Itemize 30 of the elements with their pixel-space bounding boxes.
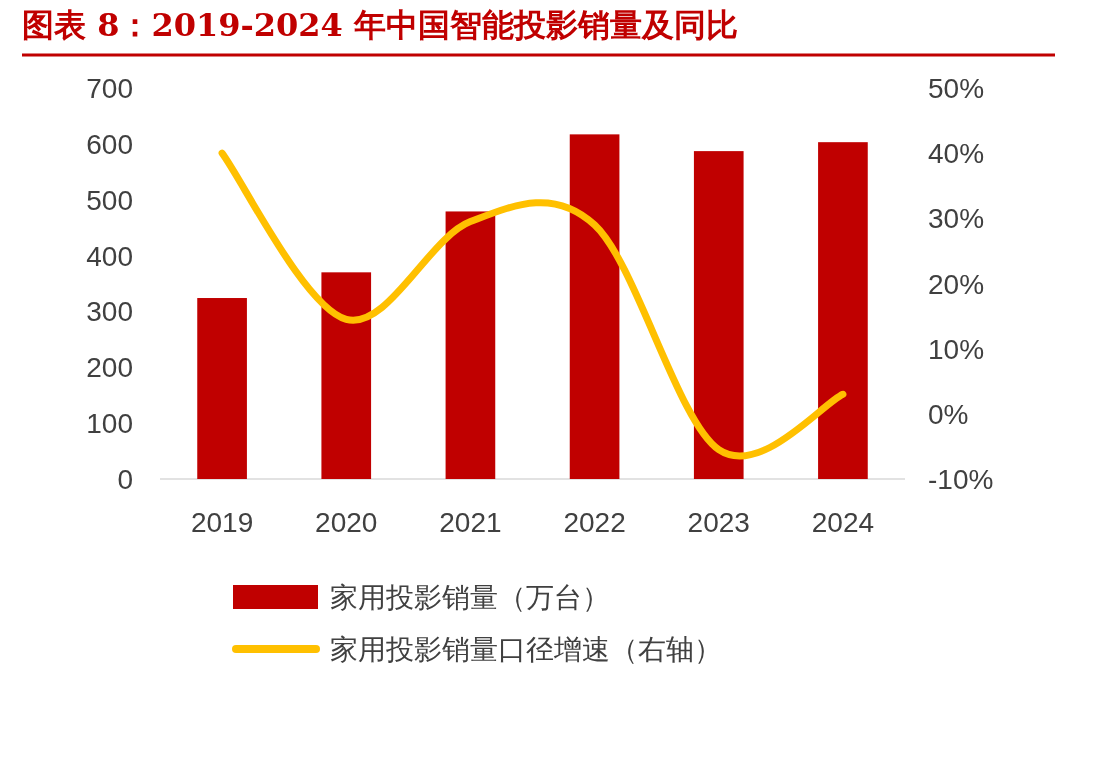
y-tick-label: 500 <box>86 184 133 216</box>
x-tick-label: 2022 <box>563 507 626 538</box>
y-tick-label: 100 <box>86 408 133 440</box>
y-tick-label: 200 <box>86 352 133 384</box>
y-tick-label: 300 <box>86 296 133 328</box>
x-tick-label: 2019 <box>190 507 254 538</box>
bar <box>321 272 372 479</box>
bar <box>693 151 744 479</box>
y-tick-label: 600 <box>86 128 133 160</box>
y2-tick-label: -10% <box>928 464 994 495</box>
chart-title: 图表 8：2019-2024 年中国智能投影销量及同比 <box>22 6 738 44</box>
y-tick-label: 700 <box>86 73 133 104</box>
y2-tick-label: 20% <box>928 268 985 300</box>
y-tick-label: 0 <box>117 464 133 495</box>
y2-tick-label: 50% <box>928 73 985 104</box>
bar <box>197 298 247 479</box>
x-tick-label: 2021 <box>439 507 502 538</box>
y2-tick-label: 0% <box>928 398 969 430</box>
bar <box>569 134 620 479</box>
x-tick-label: 2023 <box>687 507 750 538</box>
legend-label: 家用投影销量（万台） <box>330 581 610 614</box>
y-tick-label: 400 <box>86 240 133 272</box>
legend-label: 家用投影销量口径增速（右轴） <box>330 633 722 666</box>
x-tick-label: 2020 <box>315 507 378 538</box>
bar <box>445 211 496 479</box>
x-tick-label: 2024 <box>811 507 875 538</box>
y2-tick-label: 10% <box>928 333 985 365</box>
bar <box>818 142 868 479</box>
y2-tick-label: 40% <box>928 138 985 170</box>
y2-tick-label: 30% <box>928 203 985 235</box>
